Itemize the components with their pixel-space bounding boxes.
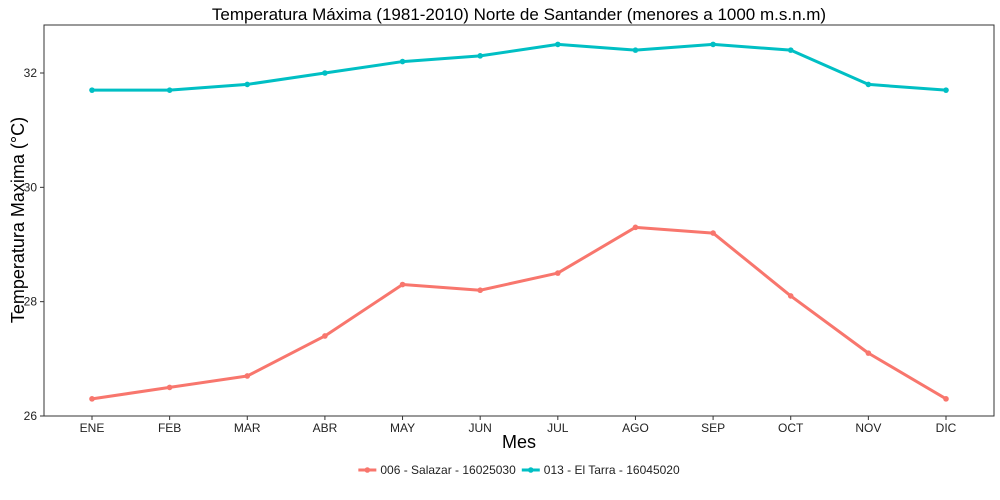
data-point	[710, 230, 716, 236]
data-point	[89, 396, 95, 402]
legend-item: 013 - El Tarra - 16045020	[521, 463, 680, 477]
x-tick-label: NOV	[855, 421, 881, 435]
data-point	[943, 396, 949, 402]
data-point	[865, 81, 872, 88]
legend-key-point	[364, 467, 371, 473]
x-tick-label: FEB	[158, 421, 181, 435]
data-point	[399, 58, 406, 65]
data-point	[244, 81, 251, 88]
y-axis: 26 28 30 32	[24, 66, 44, 423]
x-tick-label: DIC	[936, 421, 957, 435]
data-point	[632, 47, 639, 53]
chart-title: Temperatura Máxima (1981-2010) Norte de …	[212, 5, 826, 24]
x-tick-label: ENE	[80, 421, 105, 435]
data-point	[322, 333, 328, 339]
x-axis-title: Mes	[502, 432, 536, 452]
y-axis-title: Temperatura Maxima (°C)	[8, 117, 28, 323]
x-tick-label: JUN	[469, 421, 492, 435]
series-1	[89, 224, 949, 402]
x-tick-label: ABR	[313, 421, 338, 435]
data-point	[632, 224, 639, 231]
legend-label: 006 - Salazar - 16025030	[380, 463, 516, 477]
x-tick-label: MAR	[234, 421, 261, 435]
x-tick-label: MAY	[390, 421, 415, 435]
data-point	[244, 373, 251, 379]
y-tick-label: 26	[24, 409, 38, 423]
series-2	[89, 41, 949, 93]
x-tick-label: OCT	[778, 421, 804, 435]
y-tick-label: 32	[24, 66, 38, 80]
legend-item: 006 - Salazar - 16025030	[358, 463, 516, 477]
data-point	[166, 87, 173, 93]
series-layer	[89, 41, 949, 402]
y-tick-label: 30	[24, 180, 38, 194]
plot-panel	[43, 24, 995, 417]
data-point	[166, 384, 173, 391]
legend-label: 013 - El Tarra - 16045020	[544, 463, 680, 477]
legend: 006 - Salazar - 16025030 013 - El Tarra -…	[358, 463, 680, 477]
legend-key-point	[527, 467, 534, 473]
y-tick-label: 28	[24, 295, 38, 309]
data-point	[555, 41, 561, 48]
data-point	[89, 87, 95, 93]
series-line	[90, 225, 948, 401]
data-point	[787, 47, 794, 53]
x-tick-label: AGO	[622, 421, 649, 435]
data-point	[943, 87, 949, 93]
x-axis: ENE FEB MAR ABR MAY JUN JUL AGO SEP OCT NOV DIC	[80, 416, 957, 435]
data-point	[865, 350, 872, 356]
data-point	[477, 53, 483, 59]
data-point	[710, 41, 716, 48]
data-point	[477, 287, 483, 294]
x-tick-label: SEP	[701, 421, 725, 435]
data-point	[787, 293, 794, 299]
data-point	[322, 70, 328, 76]
x-tick-label: JUL	[547, 421, 569, 435]
data-point	[555, 270, 561, 276]
series-line	[90, 42, 948, 92]
data-point	[399, 281, 406, 288]
